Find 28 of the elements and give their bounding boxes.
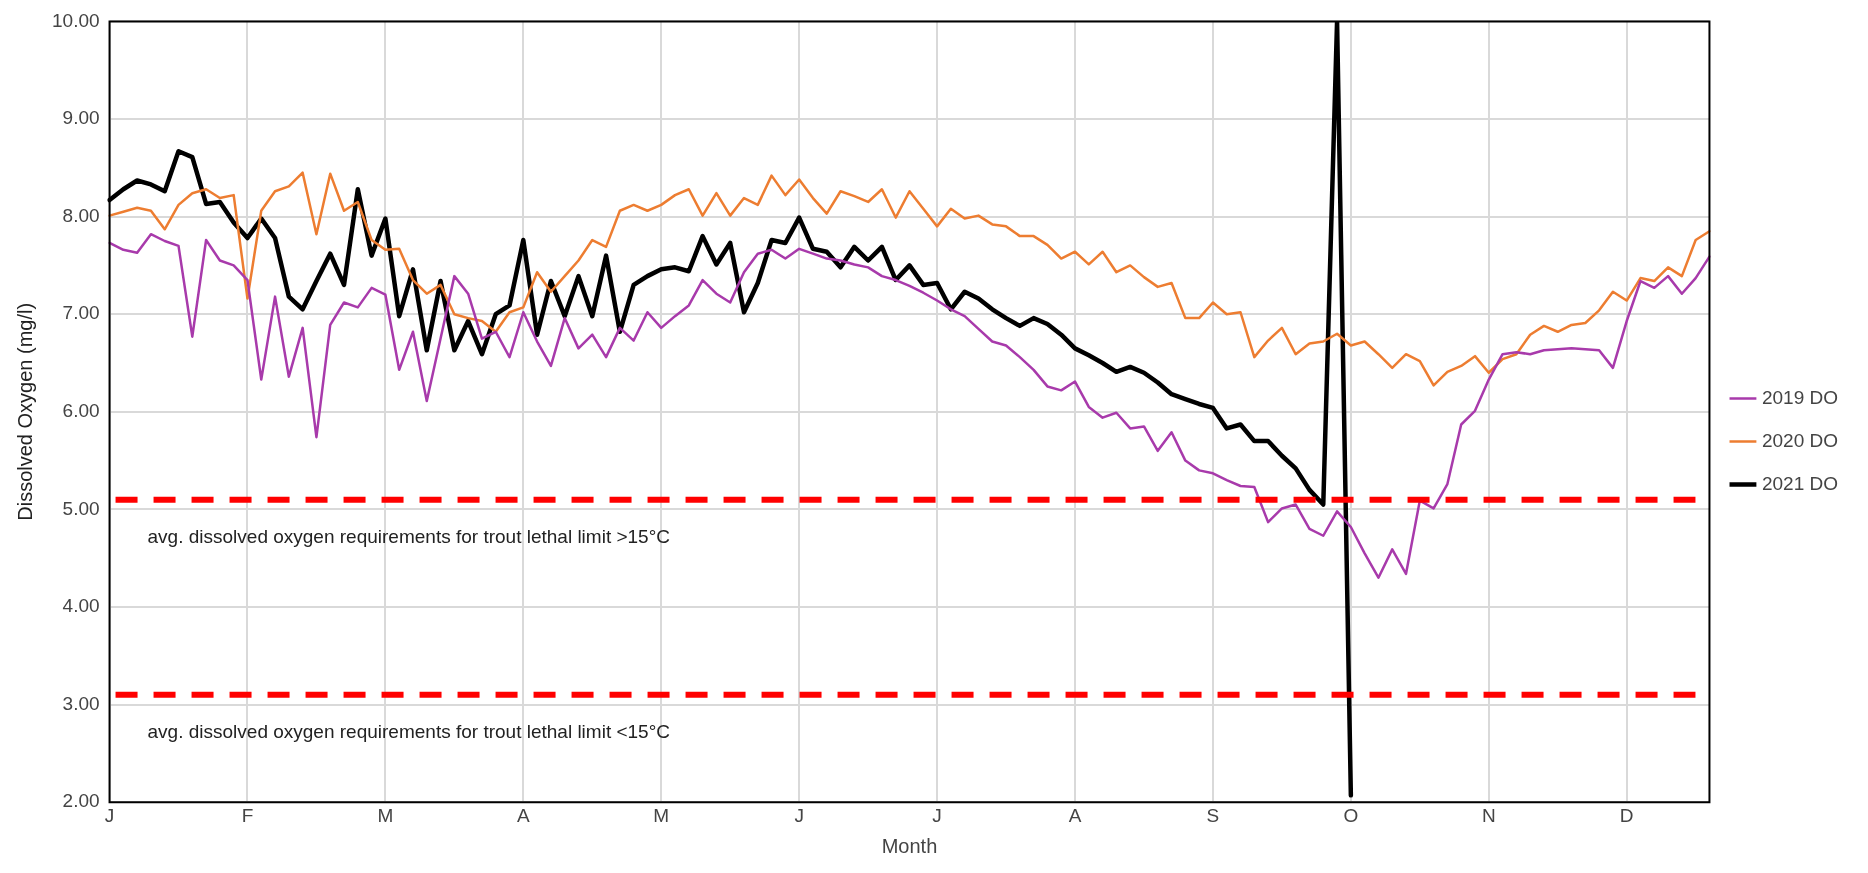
y-tick-label: 5.00 bbox=[62, 497, 100, 519]
x-tick-label: O bbox=[1343, 804, 1359, 826]
x-tick-label: S bbox=[1206, 804, 1220, 826]
ref-line-label: avg. dissolved oxygen requirements for trout lethal limit <15°C bbox=[147, 721, 670, 743]
y-tick-label: 4.00 bbox=[62, 595, 100, 617]
y-tick-label: 7.00 bbox=[62, 302, 100, 324]
x-tick-label: J bbox=[932, 804, 942, 826]
ref-line-label: avg. dissolved oxygen requirements for trout lethal limit >15°C bbox=[147, 525, 670, 547]
x-tick-label: M bbox=[377, 804, 394, 826]
legend-label: 2020 DO bbox=[1761, 429, 1838, 451]
y-tick-label: 10.00 bbox=[52, 9, 100, 31]
x-axis-title: Month bbox=[881, 834, 938, 857]
x-tick-label: N bbox=[1481, 804, 1496, 826]
y-tick-label: 6.00 bbox=[62, 400, 100, 422]
y-tick-label: 2.00 bbox=[62, 790, 100, 812]
x-tick-label: A bbox=[1068, 804, 1082, 826]
x-tick-label: A bbox=[516, 804, 530, 826]
x-tick-label: D bbox=[1619, 804, 1634, 826]
y-tick-label: 3.00 bbox=[62, 692, 100, 714]
x-tick-label: J bbox=[794, 804, 804, 826]
x-tick-label: F bbox=[241, 804, 254, 826]
y-axis-title: Dissolved Oxygen (mg/l) bbox=[13, 302, 36, 521]
y-tick-label: 9.00 bbox=[62, 107, 100, 129]
x-tick-label: J bbox=[104, 804, 115, 826]
y-tick-label: 8.00 bbox=[62, 204, 100, 226]
legend-label: 2021 DO bbox=[1761, 472, 1838, 494]
legend-label: 2019 DO bbox=[1761, 386, 1838, 408]
x-tick-label: M bbox=[653, 804, 670, 826]
